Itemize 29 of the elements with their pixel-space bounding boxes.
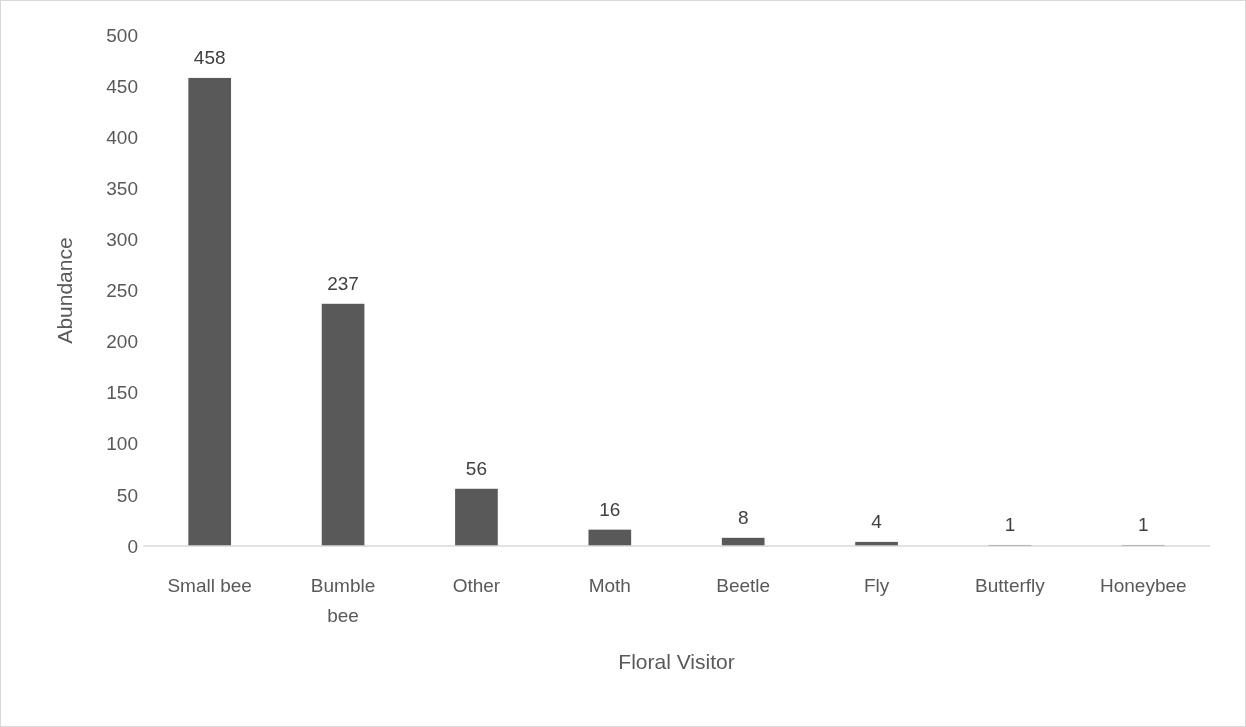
x-tick-label: Small bee — [167, 575, 252, 596]
y-tick-label: 400 — [106, 126, 138, 148]
y-tick-label: 0 — [127, 535, 138, 557]
data-label: 1 — [1004, 513, 1016, 535]
data-label: 16 — [599, 498, 621, 520]
x-tick-label: Butterfly — [975, 575, 1046, 596]
y-tick-label: 300 — [106, 229, 138, 251]
data-label: 1 — [1138, 513, 1149, 535]
y-tick-label: 500 — [106, 24, 138, 46]
y-tick-label: 350 — [106, 177, 138, 199]
x-tick-label: Honeybee — [1100, 575, 1187, 596]
y-tick-label: 150 — [106, 382, 138, 404]
x-tick-label: Moth — [588, 575, 631, 596]
data-label: 4 — [871, 510, 883, 532]
x-tick-label: Bumble bee — [310, 575, 376, 626]
y-tick-label: 250 — [106, 280, 138, 302]
data-label: 8 — [737, 506, 749, 528]
y-axis-title: Abundance — [53, 237, 76, 344]
x-axis-title: Floral Visitor — [618, 650, 735, 673]
x-tick-label: Fly — [863, 575, 890, 596]
x-tick-label: Beetle — [716, 575, 771, 596]
y-tick-label: 450 — [106, 75, 138, 97]
data-label: 56 — [465, 457, 488, 479]
x-tick-label: Other — [452, 575, 501, 596]
y-tick-label: 200 — [106, 331, 138, 353]
data-label: 237 — [327, 272, 359, 294]
y-tick-label: 100 — [106, 433, 138, 455]
data-label: 458 — [193, 46, 226, 68]
y-tick-label: 50 — [116, 484, 138, 506]
